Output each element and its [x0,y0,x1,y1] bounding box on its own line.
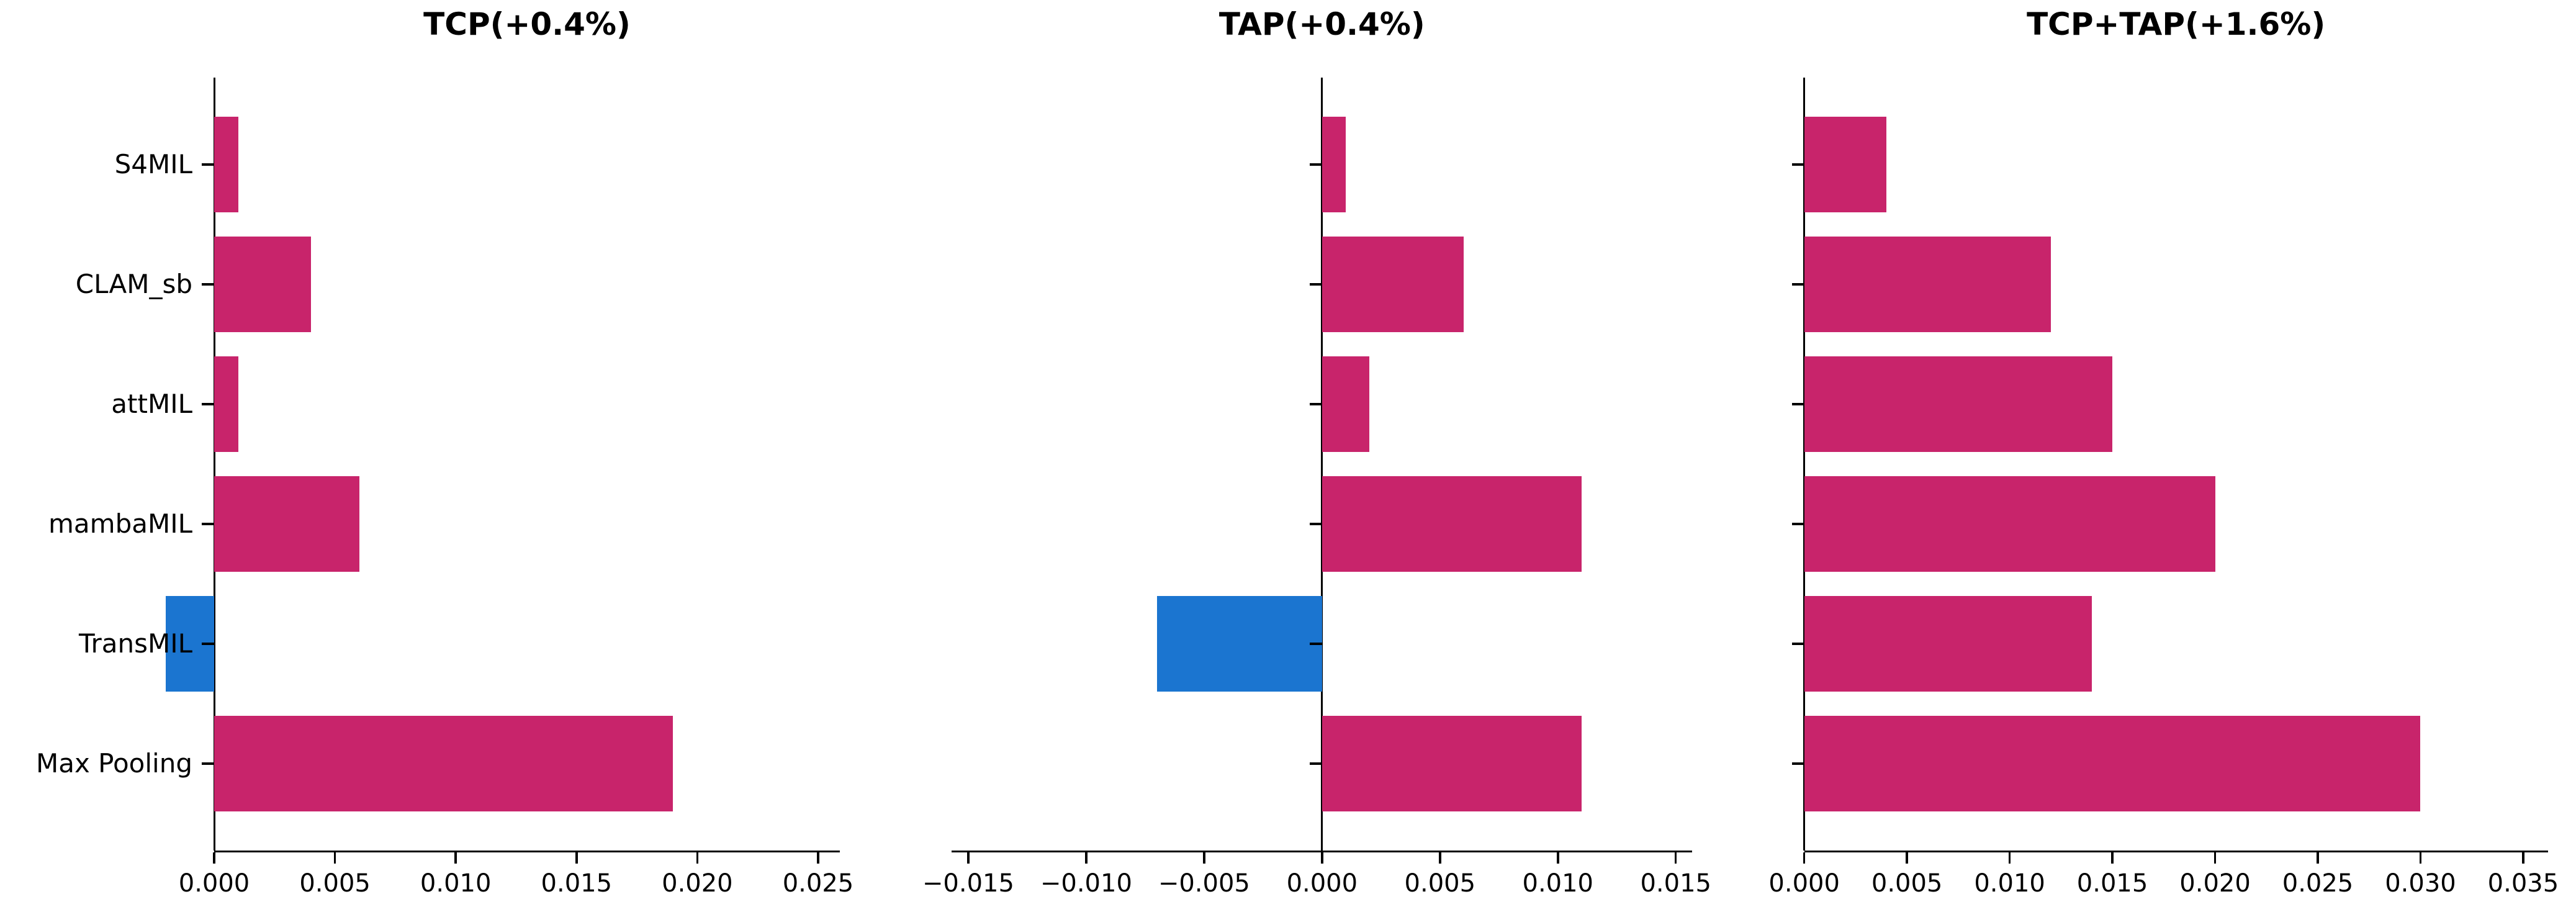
y-tick-mambamil [202,523,214,525]
x-tick [1439,852,1441,864]
bar-clam-sb [214,237,311,332]
x-tick-label: 0.010 [1974,869,2045,898]
category-label-clam-sb: CLAM_sb [75,269,192,299]
x-tick-label: −0.010 [1040,869,1132,898]
x-tick [1203,852,1205,864]
chart-title-tap: TAP(+0.4%) [1218,6,1425,42]
y-tick-mambamil [1791,523,1804,525]
x-tick-label: 0.000 [1286,869,1358,898]
x-tick-label: 0.010 [1522,869,1594,898]
y-tick-attmil [1791,403,1804,405]
subplot-tcp: TCP(+0.4%) S4MIL CLAM_sb attMIL mambaMIL Tra… [0,0,858,912]
chart-title-tcp: TCP(+0.4%) [423,6,631,42]
y-tick-s4mil [1309,163,1322,166]
y-tick-max-pooling [1309,762,1322,765]
category-label-s4mil: S4MIL [114,149,192,179]
bar-s4mil [1322,117,1346,212]
plot-area-tcp-tap: 0.000 0.005 0.010 0.015 0.020 0.025 0.030 0.035 [1768,78,2559,898]
y-tick-mambamil [1309,523,1322,525]
bar-mambamil [1322,476,1582,572]
bar-mambamil [214,476,359,572]
category-label-mambamil: mambaMIL [48,508,192,539]
bar-attmil [214,356,238,452]
bar-max-pooling [214,716,673,811]
x-tick [2317,852,2319,864]
category-label-max-pooling: Max Pooling [35,748,192,779]
x-tick-label: 0.015 [2076,869,2148,898]
x-tick-label: 0.005 [299,869,371,898]
x-tick-label: 0.005 [1404,869,1476,898]
y-tick-clam-sb [202,283,214,286]
x-tick [1803,852,1806,864]
x-tick [213,852,215,864]
x-tick-label: 0.030 [2385,869,2456,898]
bar-transmil [1156,596,1322,692]
y-tick-max-pooling [1791,762,1804,765]
x-tick-label: 0.025 [2282,869,2354,898]
x-tick-label: −0.005 [1158,869,1250,898]
x-tick [1321,852,1323,864]
y-axis-spine [1321,78,1323,851]
x-tick [967,852,970,864]
x-tick [2111,852,2114,864]
subplot-tcp-tap: TCP+TAP(+1.6%) 0.000 0.005 0.010 0.015 0.020… [1718,0,2576,912]
x-tick [817,852,819,864]
x-tick [1906,852,1908,864]
x-tick-label: 0.005 [1871,869,1943,898]
x-tick [333,852,336,864]
bar-attmil [1322,356,1369,452]
y-tick-s4mil [202,163,214,166]
category-label-transmil: TransMIL [78,628,192,659]
bar-mambamil [1804,476,2215,572]
x-tick [1557,852,1559,864]
x-tick-label: 0.020 [662,869,733,898]
x-tick [2213,852,2217,864]
x-tick-label: 0.000 [178,869,250,898]
bar-s4mil [1804,117,1887,212]
x-tick-label: 0.010 [420,869,492,898]
y-tick-transmil [1309,643,1322,645]
x-tick [1674,852,1677,864]
bar-max-pooling [1804,716,2421,811]
x-tick-label: 0.015 [1640,869,1711,898]
x-tick-label: 0.035 [2487,869,2559,898]
y-axis-spine [1803,78,1806,851]
y-tick-transmil [202,643,214,645]
x-tick [2419,852,2422,864]
x-tick-label: −0.015 [922,869,1014,898]
x-tick [2522,852,2524,864]
category-label-attmil: attMIL [111,389,192,419]
y-tick-max-pooling [202,762,214,765]
bar-clam-sb [1322,237,1464,332]
bar-s4mil [214,117,238,212]
subplot-tap: TAP(+0.4%) −0.015 −0.010 −0.005 0.000 0.005 0… [858,0,1717,912]
y-tick-attmil [202,403,214,405]
plot-area-tap: −0.015 −0.010 −0.005 0.000 0.005 0.010 0.015 [922,78,1711,898]
x-tick [575,852,578,864]
y-axis-spine [213,78,215,851]
x-tick-label: 0.020 [2179,869,2251,898]
x-tick-label: 0.015 [541,869,613,898]
bar-max-pooling [1322,716,1582,811]
y-tick-clam-sb [1791,283,1804,286]
bar-clam-sb [1804,237,2051,332]
y-tick-s4mil [1791,163,1804,166]
bar-transmil [1804,596,2092,692]
y-tick-attmil [1309,403,1322,405]
y-tick-clam-sb [1309,283,1322,286]
x-tick [2008,852,2011,864]
y-tick-transmil [1791,643,1804,645]
x-tick [454,852,457,864]
x-tick-label: 0.025 [782,869,854,898]
chart-title-tcp-tap: TCP+TAP(+1.6%) [2027,6,2326,42]
plot-area-tcp: S4MIL CLAM_sb attMIL mambaMIL TransMIL Max Po… [36,78,853,898]
x-tick [696,852,699,864]
bar-attmil [1804,356,2113,452]
x-tick [1085,852,1088,864]
x-tick-label: 0.000 [1768,869,1840,898]
